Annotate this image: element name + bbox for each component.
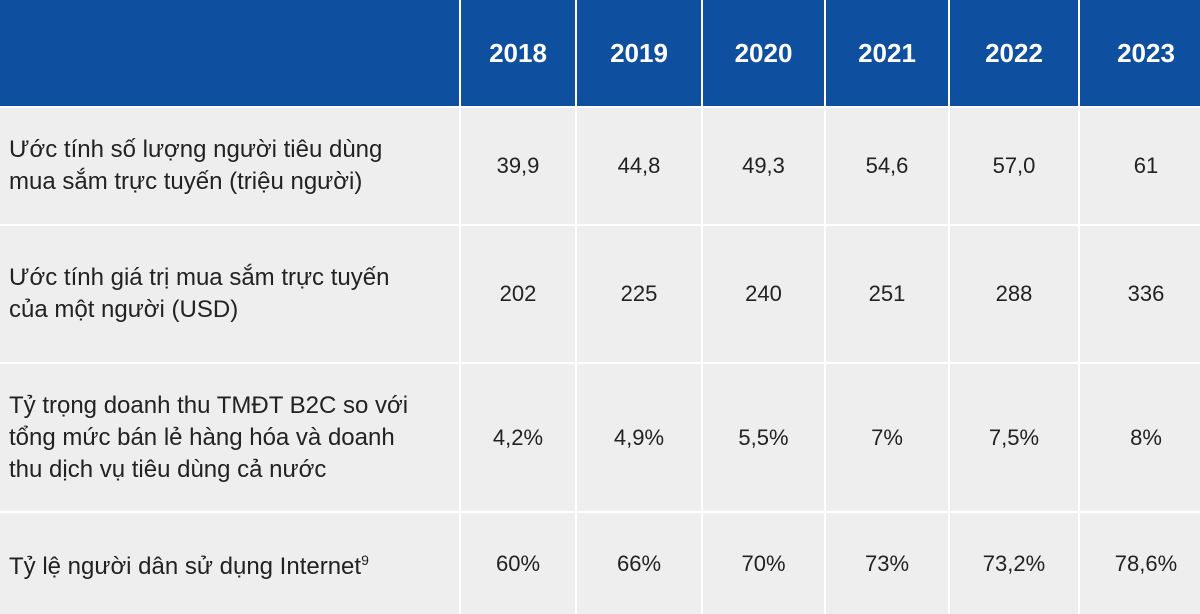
row-label: Tỷ lệ người dân sử dụng Internet9 [0, 513, 459, 614]
table-cell-value: 70% [703, 513, 824, 614]
table-cell-value: 39,9 [461, 108, 575, 224]
header-year-2018: 2018 [461, 0, 575, 106]
row-label-line: Ước tính số lượng người tiêu dùng [9, 136, 383, 163]
row-label-line: của một người (USD) [9, 296, 239, 323]
table-cell-value: 49,3 [703, 108, 824, 224]
table-cell-value: 4,2% [461, 364, 575, 511]
header-year-2022: 2022 [950, 0, 1078, 106]
row-label: Ước tính giá trị mua sắm trực tuyến của m… [0, 226, 459, 362]
table-cell-value: 4,9% [577, 364, 701, 511]
table-cell-value: 61 [1080, 108, 1200, 224]
row-label-line: Ước tính giá trị mua sắm trực tuyến [9, 264, 390, 291]
row-label-line: mua sắm trực tuyến (triệu người) [9, 168, 363, 195]
table-cell-value: 336 [1080, 226, 1200, 362]
table-cell-value: 251 [826, 226, 948, 362]
row-label-text: Tỷ lệ người dân sử dụng Internet [9, 553, 362, 580]
footnote-marker[interactable]: 9 [361, 552, 369, 568]
header-year-2021: 2021 [826, 0, 948, 106]
table-cell-value: 7,5% [950, 364, 1078, 511]
row-label: Tỷ trọng doanh thu TMĐT B2C so với tổng m… [0, 364, 459, 511]
row-label-line: Tỷ trọng doanh thu TMĐT B2C so với [9, 391, 409, 419]
row-label-line: tổng mức bán lẻ hàng hóa và doanh [9, 423, 395, 451]
table-cell-value: 288 [950, 226, 1078, 362]
header-year-2023: 2023 [1080, 0, 1200, 106]
row-label-line: Tỷ lệ người dân sử dụng Internet9 [9, 544, 459, 583]
table-cell-value: 44,8 [577, 108, 701, 224]
table-cell-value: 240 [703, 226, 824, 362]
table-cell-value: 73% [826, 513, 948, 614]
header-corner-cell [0, 0, 459, 106]
table-cell-value: 202 [461, 226, 575, 362]
table-cell-value: 54,6 [826, 108, 948, 224]
table-cell-value: 66% [577, 513, 701, 614]
row-label-line: thu dịch vụ tiêu dùng cả nước [9, 455, 327, 483]
table-cell-value: 57,0 [950, 108, 1078, 224]
table-cell-value: 73,2% [950, 513, 1078, 614]
table-cell-value: 225 [577, 226, 701, 362]
header-year-2020: 2020 [703, 0, 824, 106]
table-cell-value: 60% [461, 513, 575, 614]
row-label: Ước tính số lượng người tiêu dùng mua sắm… [0, 108, 459, 224]
table-cell-value: 7% [826, 364, 948, 511]
header-year-2019: 2019 [577, 0, 701, 106]
table-cell-value: 8% [1080, 364, 1200, 511]
table-cell-value: 5,5% [703, 364, 824, 511]
table-cell-value: 78,6% [1080, 513, 1200, 614]
